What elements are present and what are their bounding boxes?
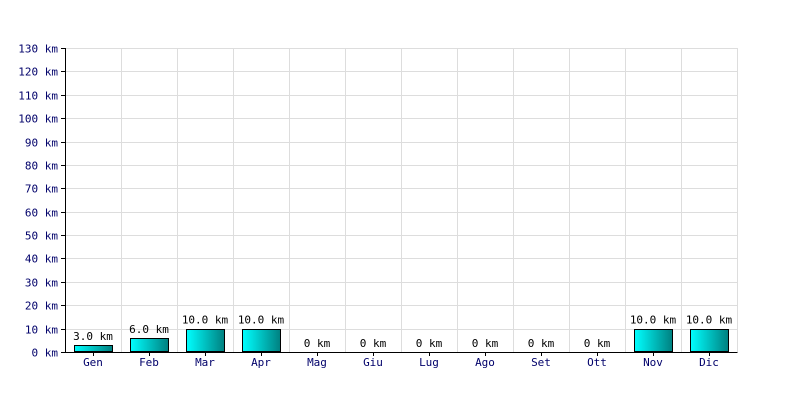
data-label: 6.0 km	[129, 323, 169, 336]
x-tick-label: Lug	[419, 356, 439, 369]
y-tick-label: 80 km	[25, 160, 58, 173]
bar	[130, 338, 169, 352]
x-tick-label: Gen	[83, 356, 103, 369]
y-tick-label: 20 km	[25, 300, 58, 313]
y-tick-label: 40 km	[25, 253, 58, 266]
y-tick-label: 120 km	[18, 66, 58, 79]
x-tick-label: Ott	[587, 356, 607, 369]
data-label: 0 km	[472, 337, 499, 350]
data-label: 0 km	[584, 337, 611, 350]
x-tick-label: Set	[531, 356, 551, 369]
x-tick-label: Apr	[251, 356, 271, 369]
data-label: 0 km	[416, 337, 443, 350]
data-label: 0 km	[304, 337, 331, 350]
data-label: 10.0 km	[686, 314, 733, 327]
y-tick-label: 0 km	[32, 347, 59, 360]
x-tick-label: Feb	[139, 356, 159, 369]
x-tick-label: Ago	[475, 356, 495, 369]
data-label: 10.0 km	[182, 314, 229, 327]
bar	[74, 345, 113, 352]
bars	[74, 329, 729, 352]
y-tick-label: 30 km	[25, 277, 58, 290]
data-label: 10.0 km	[238, 314, 285, 327]
y-tick-label: 10 km	[25, 324, 58, 337]
bar	[690, 329, 729, 352]
labels: 0 km 10 km 20 km 30 km 40 km 50 km 60 km 70 km 8…	[18, 43, 732, 370]
data-label: 3.0 km	[73, 330, 113, 343]
bar	[634, 329, 673, 352]
y-tick-label: 100 km	[18, 113, 58, 126]
data-label: 10.0 km	[630, 314, 677, 327]
bar	[242, 329, 281, 352]
y-tick-label: 130 km	[18, 43, 58, 56]
y-tick-label: 60 km	[25, 207, 58, 220]
grid	[65, 48, 738, 352]
x-tick-label: Mar	[195, 356, 215, 369]
data-label: 0 km	[360, 337, 387, 350]
axes	[61, 48, 738, 356]
y-tick-label: 50 km	[25, 230, 58, 243]
x-tick-label: Dic	[699, 356, 719, 369]
bar	[186, 329, 225, 352]
data-label: 0 km	[528, 337, 555, 350]
y-tick-label: 110 km	[18, 90, 58, 103]
y-tick-label: 70 km	[25, 183, 58, 196]
x-tick-label: Giu	[363, 356, 383, 369]
x-tick-label: Nov	[643, 356, 663, 369]
x-tick-label: Mag	[307, 356, 327, 369]
y-tick-label: 90 km	[25, 137, 58, 150]
